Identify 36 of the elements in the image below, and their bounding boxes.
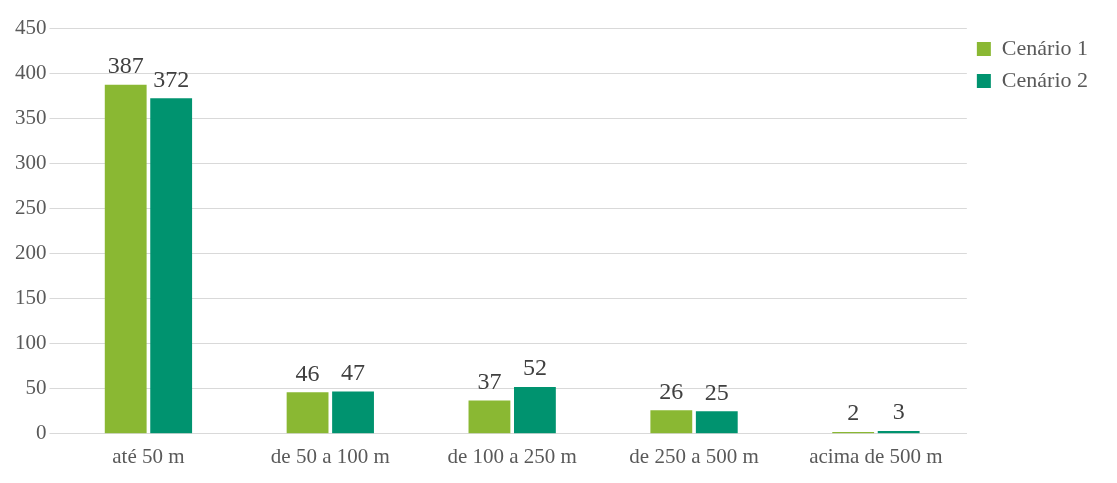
legend-label: Cenário 2 [1001, 66, 1089, 92]
bar [695, 411, 738, 434]
y-tick-label: 150 [15, 285, 47, 310]
y-tick-label: 450 [15, 14, 47, 39]
data-label: 52 [522, 354, 547, 381]
bar [650, 410, 693, 434]
bar [514, 386, 556, 434]
data-label: 26 [659, 377, 684, 404]
bar [468, 400, 511, 434]
data-label: 25 [704, 378, 729, 405]
data-label: 37 [477, 367, 502, 394]
y-tick-label: 200 [15, 239, 47, 264]
data-label: 46 [295, 359, 320, 386]
bar [877, 431, 920, 434]
data-label: 2 [847, 399, 860, 426]
x-tick-label: acima de 500 m [809, 443, 943, 468]
x-tick-label: de 100 a 250 m [447, 443, 577, 468]
y-tick-label: 400 [15, 59, 47, 84]
legend-label: Cenário 1 [1001, 34, 1089, 60]
y-tick-label: 350 [15, 104, 47, 129]
y-tick-label: 50 [25, 375, 47, 400]
bar [104, 84, 147, 434]
y-tick-label: 0 [36, 420, 47, 445]
y-tick-label: 100 [15, 330, 47, 355]
bar [150, 98, 193, 434]
y-tick-label: 300 [15, 149, 47, 174]
x-tick-label: de 50 a 100 m [270, 443, 390, 468]
data-label: 387 [107, 52, 144, 79]
x-tick-label: de 250 a 500 m [629, 443, 759, 468]
data-label: 47 [341, 358, 366, 385]
bar [286, 392, 329, 434]
data-label: 372 [153, 65, 190, 92]
y-tick-label: 250 [15, 194, 47, 219]
data-label: 3 [892, 398, 905, 425]
x-tick-label: até 50 m [112, 443, 185, 468]
bar [332, 391, 374, 434]
